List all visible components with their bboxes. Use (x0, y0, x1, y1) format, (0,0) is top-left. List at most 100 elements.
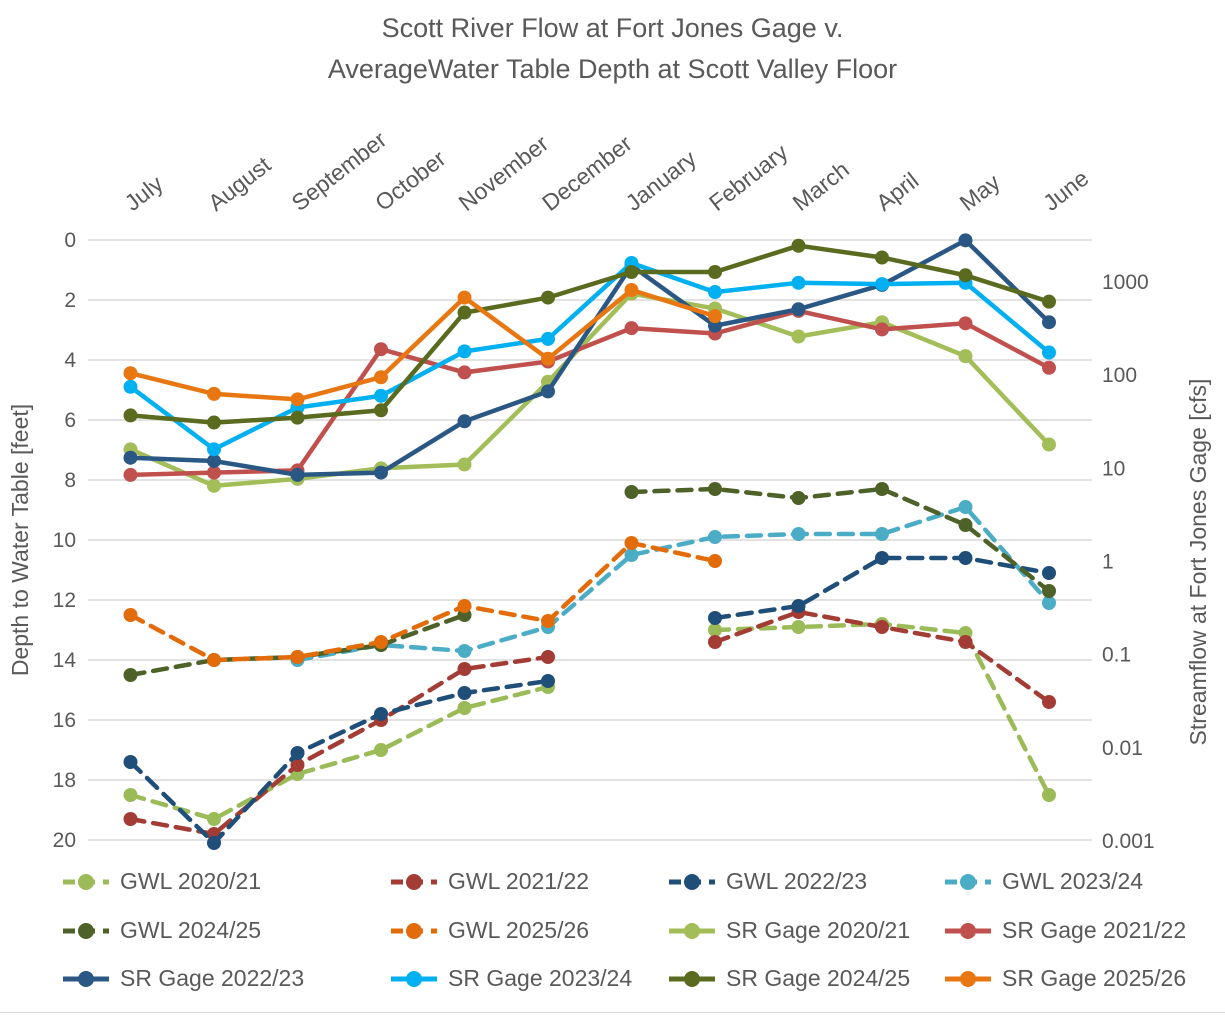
data-point-marker (624, 321, 639, 336)
y-left-tick-label: 6 (64, 409, 76, 432)
data-point-marker (791, 329, 806, 344)
data-point-marker (123, 788, 138, 802)
y-right-tick-label: 1000 (1102, 271, 1149, 294)
data-point-marker (708, 265, 722, 280)
data-point-marker (541, 331, 555, 346)
data-point-marker (958, 316, 973, 331)
data-point-marker (457, 414, 472, 429)
data-point-marker (875, 322, 889, 337)
y-right-tick-label: 10 (1102, 457, 1125, 480)
data-point-marker (457, 599, 472, 613)
x-axis-month-label: November (454, 130, 554, 216)
data-point-marker (791, 302, 806, 317)
data-point-marker (708, 623, 722, 637)
data-point-marker (958, 635, 973, 649)
data-point-marker (1042, 584, 1056, 598)
data-point-marker (791, 491, 806, 505)
chart-bottom-border (0, 1012, 1225, 1013)
data-point-marker (457, 701, 472, 715)
data-point-marker (541, 650, 555, 664)
data-point-marker (290, 650, 305, 664)
data-point-marker (207, 478, 221, 493)
data-point-marker (374, 743, 388, 757)
data-point-marker (791, 599, 806, 613)
y-left-tick-label: 14 (53, 649, 77, 672)
y-left-tick-label: 20 (53, 829, 76, 852)
data-point-marker (374, 635, 388, 649)
data-point-marker (374, 388, 388, 403)
data-point-marker (457, 305, 472, 320)
data-point-marker (290, 758, 305, 772)
data-point-marker (123, 450, 138, 465)
x-axis-month-label: December (537, 130, 637, 216)
data-point-marker (708, 554, 722, 568)
data-point-marker (708, 530, 722, 544)
data-point-marker (708, 285, 722, 300)
data-point-marker (875, 527, 889, 541)
data-point-marker (624, 536, 639, 550)
data-point-marker (541, 384, 555, 399)
data-point-marker (791, 527, 806, 541)
y-left-tick-label: 4 (64, 349, 76, 372)
series-line-GWL-2022-23 (128, 555, 1052, 847)
data-point-marker (541, 614, 555, 628)
data-point-marker (708, 482, 722, 496)
data-point-marker (624, 265, 639, 280)
data-point-marker (791, 238, 806, 253)
y-right-tick-label: 1 (1102, 551, 1114, 574)
x-axis-month-label: August (203, 151, 276, 216)
y-left-tick-label: 0 (64, 229, 76, 252)
x-axis-month-label: February (704, 138, 793, 215)
data-point-marker (708, 635, 722, 649)
data-point-marker (1042, 695, 1056, 709)
data-point-marker (1042, 566, 1056, 580)
y-left-tick-label: 2 (64, 289, 76, 312)
data-point-marker (875, 482, 889, 496)
x-axis-month-label: January (621, 145, 702, 216)
series-line-SR-Gage-2024-25 (128, 243, 1052, 425)
series-line-GWL-2023-24 (295, 504, 1052, 663)
series-line-GWL-2025-26 (128, 540, 718, 663)
data-point-marker (624, 283, 639, 298)
data-point-marker (290, 410, 305, 425)
chart-title: Scott River Flow at Fort Jones Gage v. A… (0, 8, 1225, 90)
x-axis-month-label: April (871, 167, 923, 216)
y-left-tick-label: 10 (53, 529, 76, 552)
data-point-marker (1042, 437, 1056, 452)
y-right-tick-label: 0.001 (1102, 830, 1155, 853)
data-point-marker (207, 415, 221, 430)
data-point-marker (457, 290, 472, 305)
x-axis-month-label: March (788, 156, 854, 216)
data-point-marker (708, 309, 722, 324)
data-point-marker (1042, 315, 1056, 330)
data-point-marker (207, 453, 221, 468)
data-point-marker (958, 233, 973, 248)
data-point-marker (1042, 294, 1056, 309)
data-point-marker (875, 551, 889, 565)
data-point-marker (958, 268, 973, 283)
data-point-marker (875, 250, 889, 265)
series-line-GWL-2020-21 (128, 621, 1052, 822)
data-point-marker (290, 467, 305, 482)
data-point-marker (708, 611, 722, 625)
data-point-marker (457, 365, 472, 380)
y-right-tick-label: 0.01 (1102, 737, 1143, 760)
data-point-marker (624, 548, 639, 562)
series-line-SR-Gage-2022-23 (128, 237, 1052, 478)
data-point-marker (207, 465, 221, 480)
y-left-tick-label: 18 (53, 769, 76, 792)
data-point-marker (1042, 596, 1056, 610)
data-point-marker (958, 518, 973, 532)
x-axis-month-label: June (1038, 165, 1093, 216)
data-point-marker (875, 620, 889, 634)
data-point-marker (123, 812, 138, 826)
data-point-marker (457, 344, 472, 359)
data-point-marker (624, 485, 639, 499)
y-left-axis-title: Depth to Water Table [feet] (7, 404, 33, 676)
y-right-tick-label: 0.1 (1102, 644, 1131, 667)
y-right-axis-title: Streamflow at Fort Jones Gage [cfs] (1185, 379, 1211, 746)
chart-title-line2: AverageWater Table Depth at Scott Valley… (327, 54, 898, 84)
series-line-SR-Gage-2025-26 (128, 287, 718, 402)
data-point-marker (374, 707, 388, 721)
